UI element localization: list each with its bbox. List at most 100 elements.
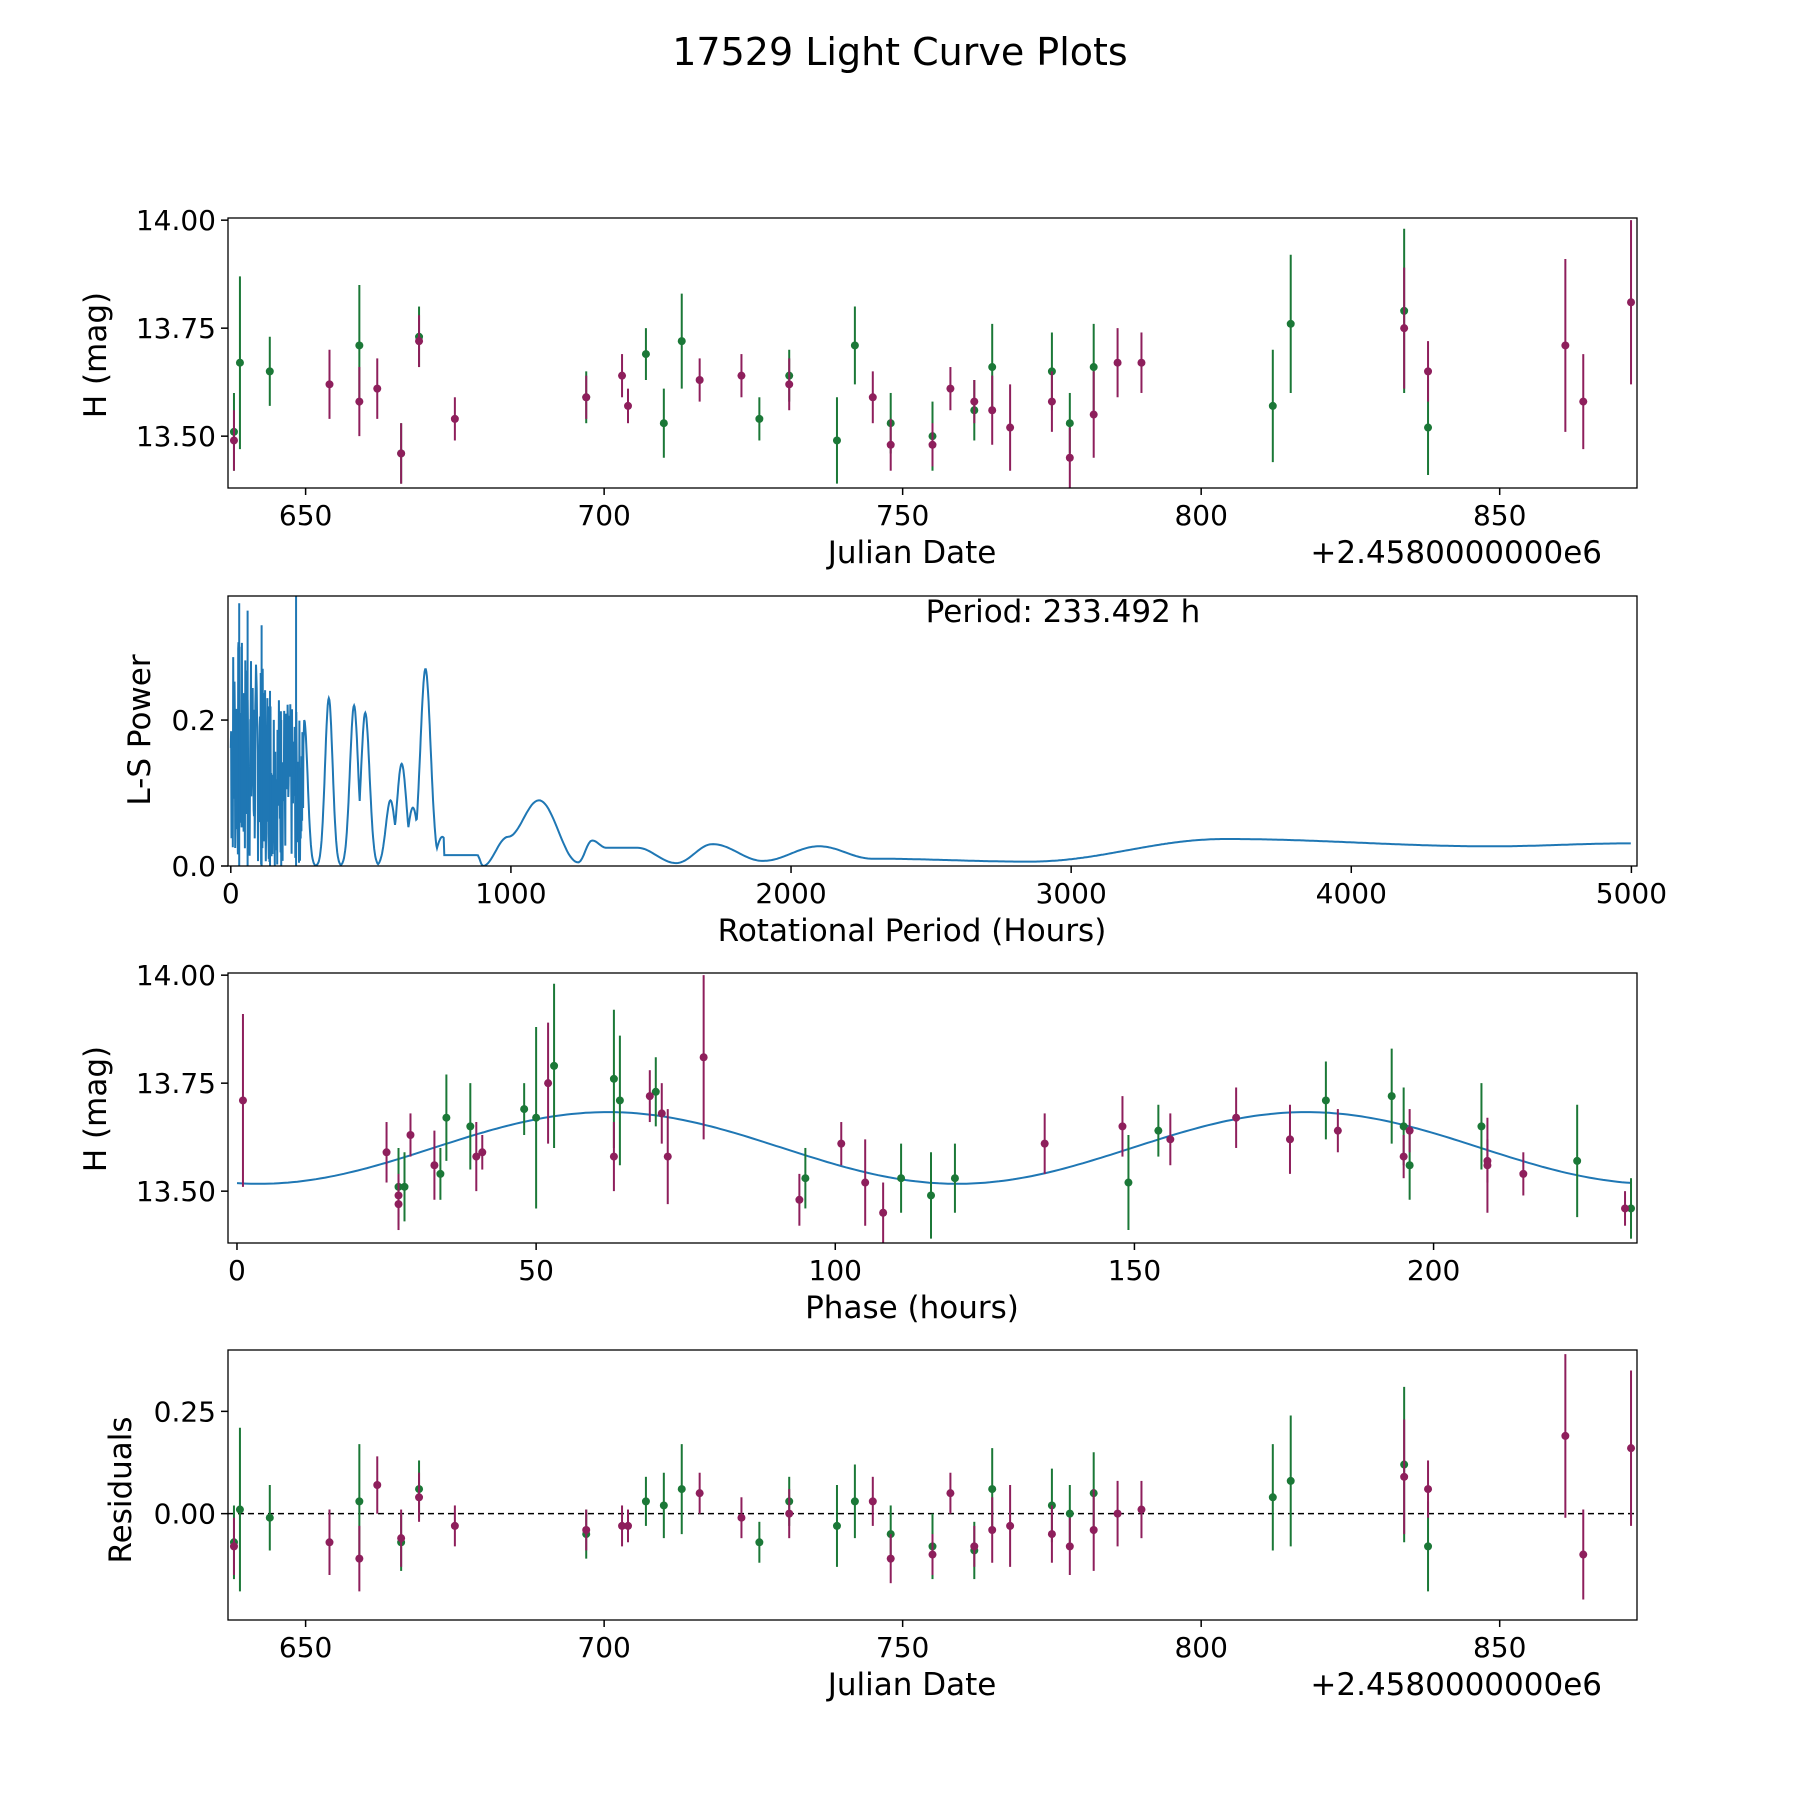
ls-xtick-label: 5000 bbox=[1596, 877, 1667, 910]
resid-ytick-label: 0.25 bbox=[154, 1395, 216, 1428]
phase-point-purple bbox=[1166, 1135, 1175, 1144]
phase-xtick-label: 50 bbox=[518, 1254, 554, 1287]
resid-point-purple bbox=[928, 1550, 937, 1559]
lc-point-purple bbox=[1113, 358, 1122, 367]
lc-point-green bbox=[677, 337, 686, 346]
phase-frame bbox=[227, 972, 1638, 1244]
phase-point-green bbox=[442, 1113, 451, 1122]
lc-point-purple bbox=[624, 401, 633, 410]
phase-ytick-label: 13.50 bbox=[136, 1175, 216, 1208]
phase-point-green bbox=[950, 1174, 959, 1183]
resid-point-green bbox=[988, 1485, 997, 1494]
lc-axes: 650 700 750 800 850 13.50 13.75 14.00 bbox=[136, 204, 1638, 532]
lc-point-green bbox=[988, 363, 997, 372]
phase-point-purple bbox=[382, 1148, 391, 1157]
lc-point-purple bbox=[928, 440, 937, 449]
resid-point-purple bbox=[785, 1509, 794, 1518]
resid-point-green bbox=[1065, 1509, 1074, 1518]
resid-point-purple bbox=[1006, 1521, 1015, 1530]
resid-point-purple bbox=[1579, 1550, 1588, 1559]
phase-point-purple bbox=[1519, 1169, 1528, 1178]
lc-point-purple bbox=[582, 393, 591, 402]
resid-x-offset: +2.4580000000e6 bbox=[1310, 1667, 1602, 1703]
phase-point-green bbox=[520, 1105, 529, 1114]
phase-point-purple bbox=[430, 1161, 439, 1170]
phase-point-green bbox=[897, 1174, 906, 1183]
phase-point-green bbox=[1124, 1178, 1133, 1187]
lc-point-green bbox=[832, 436, 841, 445]
lc-point-green bbox=[235, 358, 244, 367]
resid-point-purple bbox=[1627, 1444, 1636, 1453]
phase-ylabel: H (mag) bbox=[78, 1046, 114, 1172]
resid-axes: 650 700 750 800 850 0.00 0.25 bbox=[154, 1349, 1638, 1664]
phase-point-green bbox=[400, 1182, 409, 1191]
lc-point-purple bbox=[695, 376, 704, 384]
lc-point-purple bbox=[618, 371, 627, 380]
light-curve-panel: Julian Date H (mag) +2.4580000000e6 bbox=[78, 292, 1602, 571]
resid-xlabel: Julian Date bbox=[826, 1667, 997, 1703]
phase-model-curve bbox=[236, 1111, 1632, 1185]
resid-xtick-label: 800 bbox=[1174, 1631, 1227, 1664]
lc-point-purple bbox=[1561, 341, 1570, 350]
lc-point-green bbox=[355, 341, 364, 350]
phase-point-purple bbox=[238, 1096, 247, 1105]
phase-xtick-label: 150 bbox=[1108, 1254, 1161, 1287]
lc-point-purple bbox=[1065, 453, 1074, 462]
phase-point-green bbox=[615, 1096, 624, 1105]
phase-point-green bbox=[609, 1074, 618, 1083]
resid-point-green bbox=[755, 1538, 764, 1547]
resid-point-green bbox=[1268, 1493, 1277, 1502]
lc-marks bbox=[229, 220, 1636, 488]
resid-point-purple bbox=[355, 1554, 364, 1563]
phase-point-green bbox=[1573, 1156, 1582, 1165]
lc-point-green bbox=[755, 414, 764, 423]
phase-point-green bbox=[1387, 1092, 1396, 1101]
resid-point-green bbox=[850, 1497, 859, 1506]
phase-point-green bbox=[1477, 1122, 1486, 1131]
phase-point-purple bbox=[795, 1195, 804, 1204]
lc-point-green bbox=[1268, 401, 1277, 410]
resid-xtick-label: 850 bbox=[1473, 1631, 1526, 1664]
ls-frame bbox=[227, 595, 1638, 867]
phase-point-green bbox=[1399, 1122, 1408, 1131]
resid-point-purple bbox=[415, 1493, 424, 1502]
resid-point-green bbox=[265, 1513, 274, 1522]
phase-xtick-label: 100 bbox=[809, 1254, 862, 1287]
resid-point-purple bbox=[582, 1526, 591, 1534]
phase-point-purple bbox=[472, 1152, 481, 1161]
lc-point-purple bbox=[970, 397, 979, 406]
lc-point-green bbox=[1089, 363, 1098, 372]
lc-ylabel: H (mag) bbox=[78, 292, 114, 418]
phase-point-purple bbox=[1405, 1126, 1414, 1135]
phase-point-green bbox=[927, 1191, 936, 1200]
resid-point-purple bbox=[325, 1538, 334, 1547]
lc-point-green bbox=[1286, 319, 1295, 328]
phase-point-purple bbox=[657, 1109, 666, 1118]
phase-point-green bbox=[1405, 1161, 1414, 1170]
phase-point-green bbox=[436, 1169, 445, 1178]
phase-point-purple bbox=[394, 1200, 403, 1209]
resid-point-purple bbox=[373, 1481, 382, 1489]
phase-axes: 0 50 100 150 200 13.50 13.75 14.00 bbox=[136, 959, 1638, 1287]
phase-point-purple bbox=[1483, 1161, 1492, 1170]
lc-point-green bbox=[265, 367, 274, 376]
resid-point-purple bbox=[946, 1489, 955, 1498]
phase-point-green bbox=[651, 1087, 660, 1096]
lc-point-purple bbox=[415, 337, 424, 346]
phase-point-purple bbox=[1040, 1139, 1049, 1148]
resid-point-purple bbox=[1561, 1431, 1570, 1440]
resid-point-green bbox=[355, 1497, 364, 1506]
lc-point-purple bbox=[946, 384, 955, 393]
phase-point-green bbox=[1321, 1096, 1330, 1105]
resid-ylabel: Residuals bbox=[103, 1416, 139, 1563]
lc-xtick-label: 750 bbox=[876, 499, 929, 532]
lc-point-purple bbox=[1137, 358, 1146, 367]
resid-point-green bbox=[677, 1485, 686, 1494]
lc-point-purple bbox=[737, 371, 746, 380]
phase-point-purple bbox=[645, 1092, 654, 1101]
resid-point-green bbox=[641, 1497, 650, 1506]
lc-point-green bbox=[659, 419, 668, 428]
lc-point-green bbox=[641, 350, 650, 359]
phase-ytick-label: 14.00 bbox=[136, 959, 216, 992]
lc-ytick-label: 13.75 bbox=[136, 312, 216, 345]
